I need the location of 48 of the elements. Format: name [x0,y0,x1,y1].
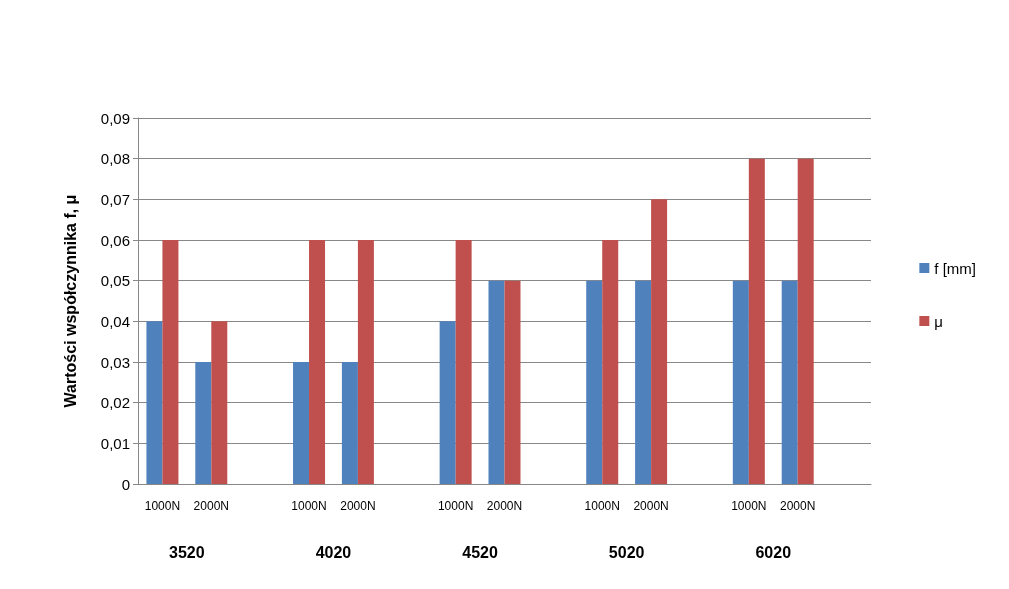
legend-label: f [mm] [934,259,977,277]
bar [341,362,358,484]
bar [357,240,374,484]
text: 4020 [315,543,352,561]
bar [781,280,798,484]
bar [211,321,228,484]
text: 3520 [169,543,205,561]
y-tick-label: 0,09 [100,109,130,127]
x-tick-label: 1000N [437,499,474,513]
bar [455,240,472,484]
legend-label: μ [934,312,943,330]
x-tick-label: 2000N [780,499,816,513]
x-tick-label: 1000N [291,499,327,513]
bar [797,158,814,484]
text: 6020 [755,543,792,561]
bar [146,321,163,484]
x-tick-label: 1000N [144,499,181,513]
x-tick-label: 2000N [193,499,229,513]
y-tick-label: 0,01 [100,434,130,452]
text: 5020 [608,543,645,561]
bar [488,280,505,484]
x-tick-label: 2000N [486,499,523,513]
y-tick-label: 0,08 [100,150,130,168]
bar [748,158,765,484]
y-tick-label: 0,03 [100,353,130,371]
x-tick-label: 1000N [584,499,620,513]
bar [602,240,619,484]
y-tick-label: 0,04 [100,312,130,330]
bar [504,280,521,484]
y-tick-label: 0,05 [100,272,130,290]
bar [586,280,603,484]
y-tick-label: 0,02 [100,394,130,412]
x-tick-label: 2000N [340,499,376,513]
y-axis-title: Wartości współczynnika f, μ [61,194,79,408]
bar [635,280,652,484]
y-tick-label: 0,06 [100,231,130,249]
bar [309,240,326,484]
bar [439,321,456,484]
text: 4520 [462,543,498,561]
bar [651,199,668,484]
bar [195,362,212,484]
y-tick-label: 0,07 [100,190,130,208]
x-tick-label: 2000N [633,499,669,513]
x-tick-label: 1000N [731,499,767,513]
bar [293,362,310,484]
bar [732,280,749,484]
y-tick-label: 0 [121,475,130,493]
bar [162,240,179,484]
